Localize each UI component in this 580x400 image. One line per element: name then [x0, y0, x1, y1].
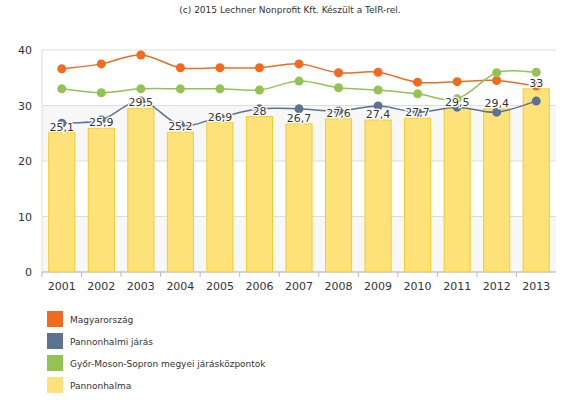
marker [97, 88, 106, 97]
data-label: 25,1 [50, 121, 75, 134]
bar [207, 123, 233, 272]
bar [286, 124, 312, 272]
legend-swatch [47, 355, 63, 371]
marker [136, 50, 145, 59]
x-tick [397, 272, 398, 277]
marker [295, 59, 304, 68]
x-tick-label: 2010 [404, 280, 432, 293]
x-tick-label: 2001 [48, 280, 76, 293]
data-label: 25,2 [168, 120, 193, 133]
marker [255, 85, 264, 94]
marker [374, 68, 383, 77]
x-tick [121, 272, 122, 277]
marker [374, 85, 383, 94]
marker [57, 64, 66, 73]
x-tick [318, 272, 319, 277]
marker [136, 84, 145, 93]
legend-label: Pannonhalmi járás [70, 337, 153, 347]
bar [365, 120, 391, 272]
marker [334, 83, 343, 92]
x-tick [200, 272, 201, 277]
chart: (c) 2015 Lechner Nonprofit Kft. Készült … [0, 0, 580, 400]
plot-area [49, 50, 550, 272]
marker [176, 63, 185, 72]
bar [49, 133, 75, 272]
bar [444, 108, 470, 272]
data-label: 29,4 [484, 97, 509, 110]
y-tick-label: 40 [18, 44, 32, 57]
bar [484, 109, 510, 272]
x-tick [279, 272, 280, 277]
marker [413, 89, 422, 98]
legend-swatch [47, 311, 63, 327]
marker [532, 97, 541, 106]
bar [405, 118, 431, 272]
title: (c) 2015 Lechner Nonprofit Kft. Készült … [179, 5, 400, 15]
bar [246, 117, 272, 272]
marker [215, 63, 224, 72]
bar [523, 89, 549, 272]
marker [97, 59, 106, 68]
data-label: 25,9 [89, 116, 114, 129]
marker [295, 77, 304, 86]
x-tick-label: 2013 [522, 280, 550, 293]
x-tick [160, 272, 161, 277]
bar [88, 128, 114, 272]
data-label: 33 [529, 77, 543, 90]
data-label: 29,5 [129, 96, 154, 109]
marker [492, 76, 501, 85]
data-label: 29,5 [445, 96, 470, 109]
marker [532, 68, 541, 77]
data-label: 28 [252, 105, 266, 118]
y-tick-label: 30 [18, 100, 32, 113]
grid-line [42, 50, 556, 51]
x-tick-label: 2006 [245, 280, 273, 293]
legend-label: Pannonhalma [70, 381, 131, 391]
marker [255, 63, 264, 72]
data-label: 26,9 [208, 111, 233, 124]
marker [57, 84, 66, 93]
marker [176, 84, 185, 93]
legend-label: Győr-Moson-Sopron megyei járásközpontok [70, 359, 266, 369]
x-tick-label: 2012 [483, 280, 511, 293]
x-tick-label: 2009 [364, 280, 392, 293]
x-tick [437, 272, 438, 277]
legend-swatch [47, 333, 63, 349]
x-tick [239, 272, 240, 277]
x-tick [516, 272, 517, 277]
bar [167, 132, 193, 272]
marker [453, 77, 462, 86]
data-label: 27,7 [405, 106, 430, 119]
x-tick [81, 272, 82, 277]
x-tick-label: 2005 [206, 280, 234, 293]
x-tick [358, 272, 359, 277]
legend-label: Magyarország [70, 315, 133, 325]
data-label: 27,6 [326, 107, 351, 120]
data-label: 26,7 [287, 112, 312, 125]
x-tick-label: 2002 [87, 280, 115, 293]
y-tick-label: 0 [25, 266, 32, 279]
y-axis [42, 50, 43, 272]
x-tick-label: 2004 [166, 280, 194, 293]
legend-swatch [47, 377, 63, 393]
bar [128, 108, 154, 272]
x-tick [42, 272, 43, 277]
legend: Magyarország Pannonhalmi járás Győr-Moson-… [47, 311, 266, 393]
line [62, 55, 536, 86]
marker [334, 68, 343, 77]
x-tick-label: 2011 [443, 280, 471, 293]
marker [413, 78, 422, 87]
data-labels: 25,1 25,9 29,5 25,2 26,9 28 26,7 27,6 27,4 27,7 29… [50, 77, 544, 134]
x-tick-label: 2003 [127, 280, 155, 293]
x-tick-label: 2007 [285, 280, 313, 293]
y-tick-label: 20 [18, 155, 32, 168]
x-tick-label: 2008 [325, 280, 353, 293]
marker [215, 84, 224, 93]
x-tick [476, 272, 477, 277]
data-label: 27,4 [366, 108, 391, 121]
y-tick-label: 10 [18, 211, 32, 224]
bar [325, 119, 351, 272]
marker [492, 68, 501, 77]
